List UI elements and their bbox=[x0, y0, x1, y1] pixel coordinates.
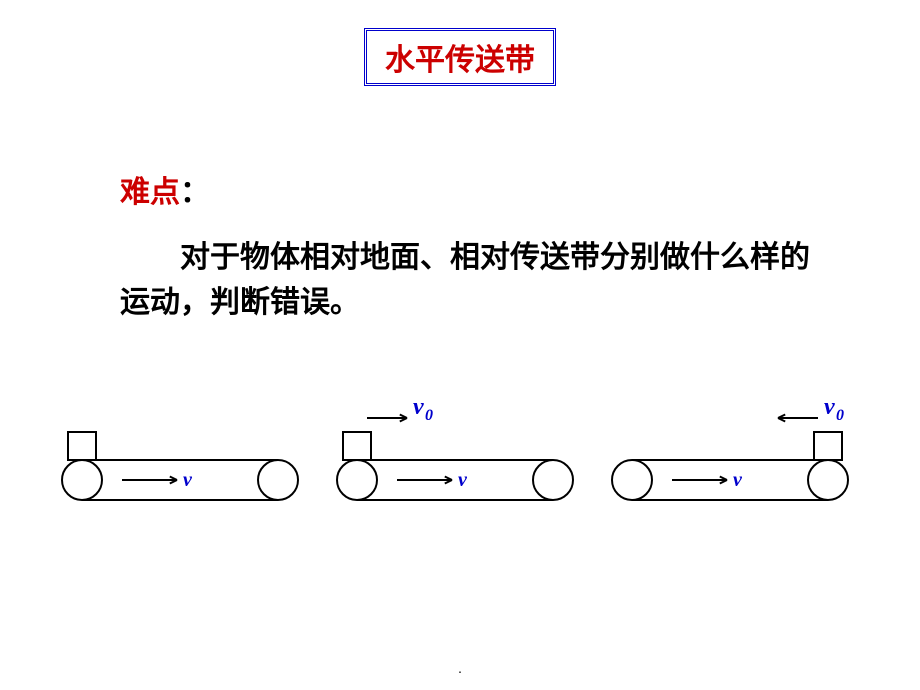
svg-text:v: v bbox=[733, 469, 743, 491]
belt-1: v bbox=[62, 432, 298, 500]
svg-text:v: v bbox=[413, 400, 424, 420]
svg-text:v: v bbox=[458, 469, 468, 491]
footer-dot: . bbox=[458, 662, 462, 678]
page-title: 水平传送带 bbox=[385, 44, 535, 77]
heading-colon: ： bbox=[180, 176, 210, 209]
belt-3: vv0 bbox=[612, 400, 848, 500]
difficulty-heading: 难点： bbox=[120, 170, 210, 215]
conveyor-diagrams: vvv0vv0 bbox=[60, 400, 860, 550]
belt-2: vv0 bbox=[337, 400, 573, 500]
svg-text:0: 0 bbox=[425, 407, 433, 424]
svg-text:v: v bbox=[824, 400, 835, 420]
title-box: 水平传送带 bbox=[364, 28, 556, 86]
heading-red: 难点 bbox=[120, 176, 180, 209]
diagram-row: vvv0vv0 bbox=[60, 400, 860, 550]
svg-text:0: 0 bbox=[836, 407, 844, 424]
svg-text:v: v bbox=[183, 469, 193, 491]
body-paragraph: 对于物体相对地面、相对传送带分别做什么样的运动，判断错误。 bbox=[120, 235, 820, 325]
